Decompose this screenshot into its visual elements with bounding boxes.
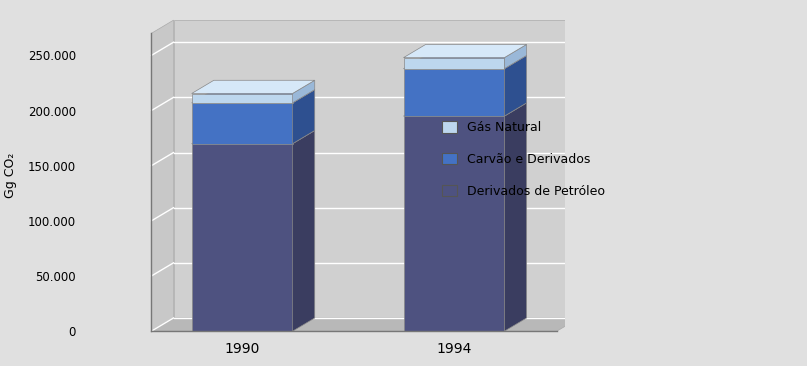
Polygon shape <box>293 90 315 144</box>
Polygon shape <box>504 56 526 116</box>
Polygon shape <box>404 69 504 116</box>
Polygon shape <box>192 144 293 331</box>
Polygon shape <box>192 80 315 93</box>
Y-axis label: Gg CO₂: Gg CO₂ <box>3 153 17 198</box>
Polygon shape <box>293 80 315 103</box>
Polygon shape <box>404 44 526 58</box>
Polygon shape <box>152 318 579 331</box>
Polygon shape <box>404 58 504 69</box>
Polygon shape <box>504 44 526 69</box>
Polygon shape <box>404 103 526 116</box>
Polygon shape <box>404 56 526 69</box>
Polygon shape <box>152 20 174 331</box>
Polygon shape <box>504 103 526 331</box>
Polygon shape <box>293 130 315 331</box>
Polygon shape <box>404 116 504 331</box>
Polygon shape <box>192 90 315 103</box>
Polygon shape <box>192 93 293 103</box>
Polygon shape <box>192 103 293 144</box>
Legend: Gás Natural, Carvão e Derivados, Derivados de Petróleo: Gás Natural, Carvão e Derivados, Derivad… <box>436 115 611 204</box>
Polygon shape <box>192 130 315 144</box>
Polygon shape <box>174 20 579 318</box>
